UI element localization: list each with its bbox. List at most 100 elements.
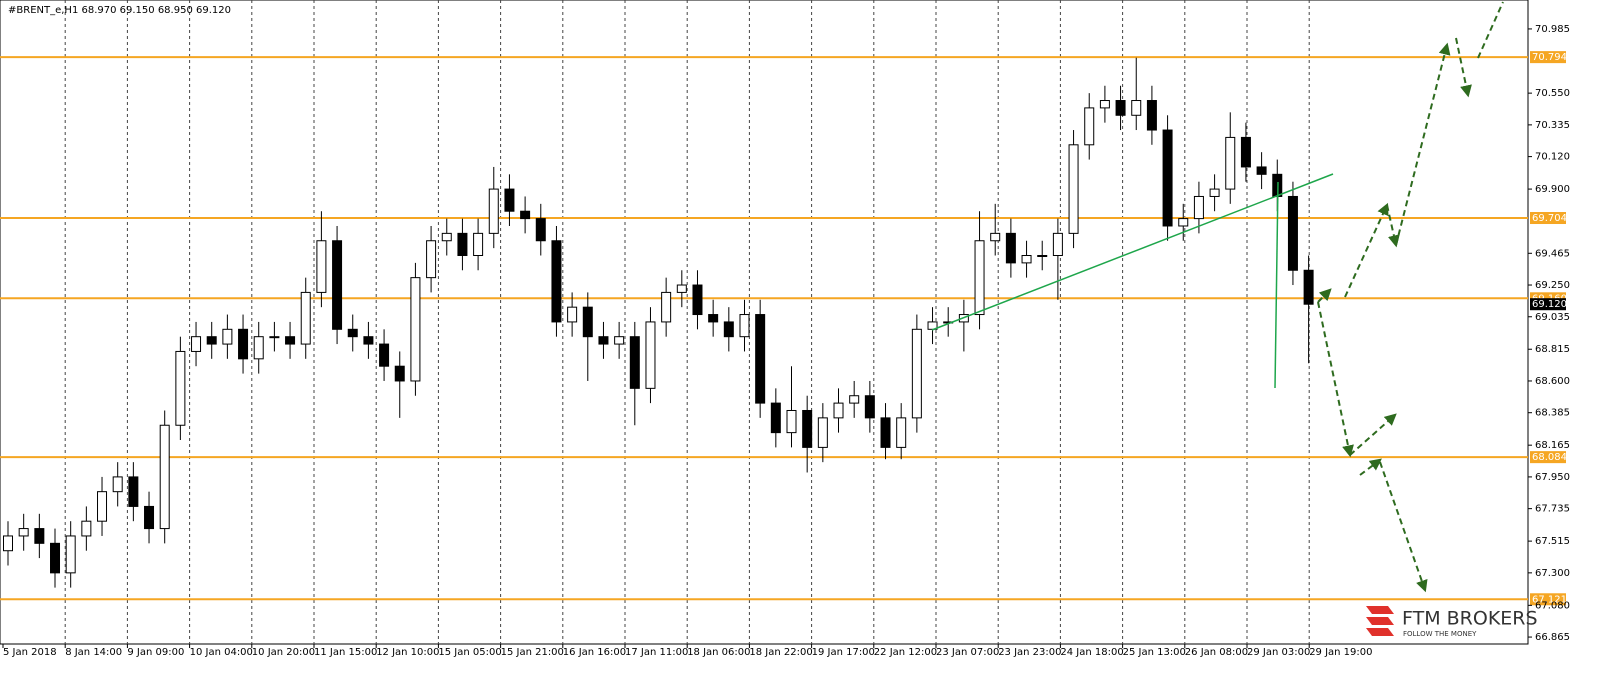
candle-body xyxy=(222,328,233,345)
x-tick-label: 18 Jan 22:00 xyxy=(749,647,812,658)
candle-body xyxy=(535,218,546,242)
x-tick-label: 19 Jan 17:00 xyxy=(812,647,875,658)
candle-body xyxy=(300,291,311,345)
candle-body xyxy=(1084,107,1095,146)
x-tick-label: 15 Jan 05:00 xyxy=(438,647,501,658)
candle-body xyxy=(363,336,374,345)
candle-body xyxy=(1209,188,1220,197)
y-tick-label: 68.815 xyxy=(1535,344,1570,355)
y-tick-label: 67.735 xyxy=(1535,504,1570,515)
candle-body xyxy=(175,350,186,426)
x-tick-label: 23 Jan 23:00 xyxy=(998,647,1061,658)
y-tick-label: 66.865 xyxy=(1535,632,1570,643)
candle-body xyxy=(50,542,61,574)
x-tick-label: 9 Jan 09:00 xyxy=(127,647,184,658)
candle-body xyxy=(817,417,828,448)
candle-body xyxy=(206,336,217,345)
grid xyxy=(64,0,1310,644)
y-tick-label: 68.165 xyxy=(1535,440,1570,451)
candle-body xyxy=(81,520,92,537)
candle-body xyxy=(34,528,45,544)
candle-body xyxy=(786,409,797,434)
candle-body xyxy=(473,232,484,257)
candle-body xyxy=(316,240,327,293)
candle-body xyxy=(504,188,515,212)
candle-body xyxy=(1115,100,1126,116)
candle-body xyxy=(332,240,343,330)
y-axis: 70.985 70.550 70.335 70.120 69.900 69.465 69.2… xyxy=(1528,24,1570,643)
candle-body xyxy=(614,336,625,345)
price-label: 69.120 xyxy=(1532,299,1567,310)
candle-body xyxy=(1068,144,1079,234)
x-tick-label: 17 Jan 11:00 xyxy=(625,647,688,658)
candle-body xyxy=(739,314,750,338)
candle-body xyxy=(488,188,499,234)
trend-line xyxy=(931,173,1334,331)
candle-body xyxy=(1146,100,1157,131)
candle-body xyxy=(692,284,703,316)
candle-body xyxy=(1021,255,1032,264)
candle-body xyxy=(97,491,108,522)
y-tick-label: 69.250 xyxy=(1535,280,1570,291)
candle-body xyxy=(990,232,1001,242)
x-tick-label: 24 Jan 18:00 xyxy=(1060,647,1123,658)
candle-body xyxy=(441,232,452,242)
candle-body xyxy=(112,476,123,493)
x-axis: 5 Jan 2018 8 Jan 14:00 9 Jan 09:00 10 Jan 0… xyxy=(2,644,1373,658)
candle-body xyxy=(567,306,578,323)
y-tick-label: 68.600 xyxy=(1535,376,1570,387)
x-tick-label: 8 Jan 14:00 xyxy=(65,647,122,658)
x-tick-label: 26 Jan 08:00 xyxy=(1185,647,1248,658)
x-tick-label: 23 Jan 07:00 xyxy=(936,647,999,658)
level-label: 68.084 xyxy=(1532,452,1567,463)
candle-body xyxy=(1303,269,1314,305)
x-tick-label: 16 Jan 16:00 xyxy=(563,647,626,658)
candle-body xyxy=(896,417,907,448)
level-label-box xyxy=(1530,51,1566,64)
y-tick-label: 67.080 xyxy=(1535,600,1570,611)
candle-body xyxy=(144,505,155,530)
candle-body xyxy=(661,291,672,323)
candle-body xyxy=(426,240,437,279)
candle-body xyxy=(629,336,640,389)
candle-body xyxy=(880,417,891,448)
candle-body xyxy=(1099,100,1110,109)
candle-body xyxy=(1240,136,1251,168)
level-label-box xyxy=(1530,593,1566,606)
candle-body xyxy=(1005,232,1016,264)
y-tick-label: 68.385 xyxy=(1535,408,1570,419)
candle-body xyxy=(253,336,264,360)
candle-body xyxy=(645,321,656,389)
x-tick-label: 22 Jan 12:00 xyxy=(874,647,937,658)
candle-body xyxy=(65,535,76,574)
candle-body xyxy=(833,402,844,419)
y-tick-label: 70.550 xyxy=(1535,88,1570,99)
y-tick-label: 67.950 xyxy=(1535,472,1570,483)
candle-body xyxy=(3,535,13,552)
candle-body xyxy=(1178,218,1189,227)
candle-body xyxy=(849,395,860,404)
candle-body xyxy=(18,528,29,537)
candle-body xyxy=(582,306,593,338)
candle-body xyxy=(1193,195,1204,220)
x-tick-label: 12 Jan 10:00 xyxy=(376,647,439,658)
candle-body xyxy=(1052,232,1063,257)
x-tick-label: 11 Jan 15:00 xyxy=(314,647,377,658)
y-tick-label: 70.985 xyxy=(1535,24,1570,35)
candle-body xyxy=(802,409,813,448)
y-tick-label: 69.900 xyxy=(1535,184,1570,195)
logo-icon xyxy=(1366,606,1394,636)
x-tick-label: 15 Jan 21:00 xyxy=(501,647,564,658)
x-tick-label: 18 Jan 06:00 xyxy=(687,647,750,658)
y-tick-label: 67.300 xyxy=(1535,568,1570,579)
candle-body xyxy=(269,336,280,339)
drop-line xyxy=(1274,181,1279,389)
price-label-box xyxy=(1530,298,1566,311)
x-tick-label: 5 Jan 2018 xyxy=(3,647,57,658)
candle-body xyxy=(379,343,390,367)
candle-body xyxy=(598,336,609,345)
y-tick-label: 70.335 xyxy=(1535,120,1570,131)
candle-body xyxy=(1256,166,1267,175)
